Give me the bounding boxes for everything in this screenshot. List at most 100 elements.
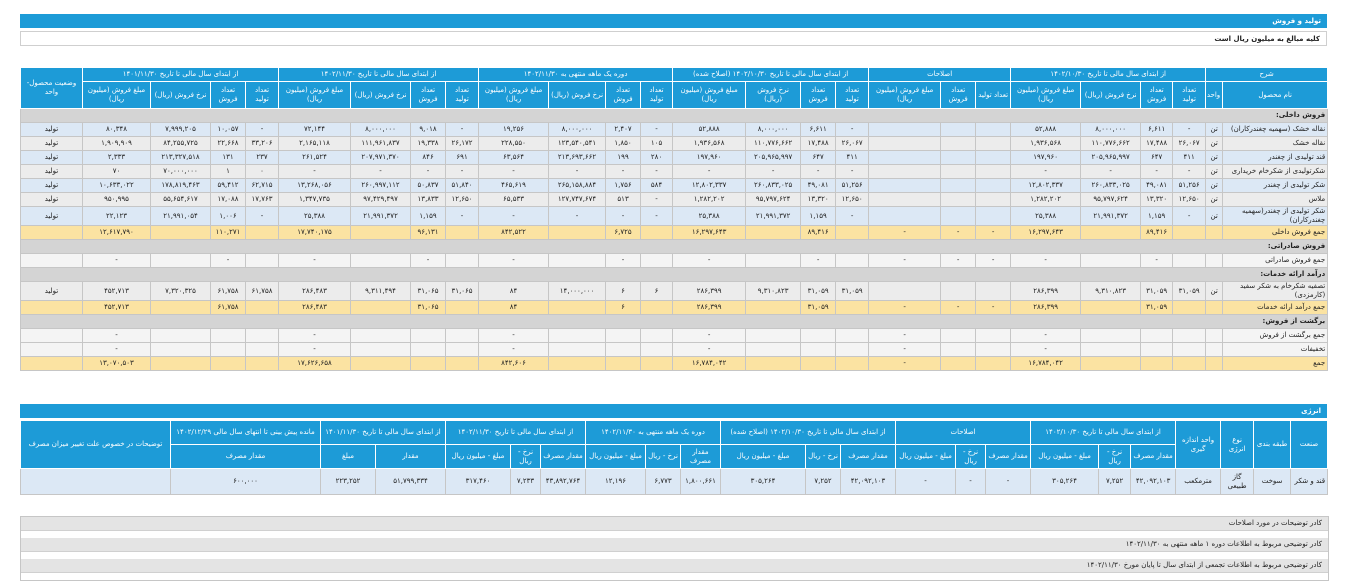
cell bbox=[745, 253, 802, 268]
cell bbox=[975, 192, 1012, 207]
cell: ۴۹,۰۸۱ bbox=[1140, 178, 1174, 193]
cell: ۲۱۳,۳۲۷,۵۱۸ bbox=[150, 150, 212, 165]
cell bbox=[1080, 328, 1142, 343]
cell: ۲۶۰,۸۳۳,۰۲۵ bbox=[1080, 178, 1142, 193]
cell bbox=[975, 122, 1012, 137]
cell bbox=[940, 164, 977, 179]
header-row: نام محصول واحد تعداد تولید تعداد فروش نرخ فر… bbox=[21, 81, 1329, 109]
cell: - bbox=[478, 328, 550, 343]
column-header: نرخ فروش (ریال) bbox=[745, 81, 802, 109]
cell: جمع برگشت از فروش bbox=[1222, 328, 1329, 343]
cell bbox=[868, 122, 942, 137]
cell: ۴۱۱ bbox=[835, 150, 870, 165]
group-header: از ابتدای سال مالی تا تاریخ ۱۴۰۲/۱۰/۳۰ bbox=[1010, 67, 1207, 82]
cell: - bbox=[1010, 328, 1082, 343]
column-header: واحد bbox=[1205, 81, 1224, 109]
cell: - bbox=[672, 342, 747, 357]
cell bbox=[548, 356, 607, 371]
cell bbox=[1140, 356, 1174, 371]
column-header: مبلغ - میلیون ریال bbox=[720, 444, 807, 469]
cell: ۳۱,۰۶۵ bbox=[410, 300, 447, 315]
cell bbox=[1205, 342, 1224, 357]
cell: تصفیه شکرخام به شکر سفید (کارمزدی) bbox=[1222, 281, 1329, 301]
cell: ۸,۰۰۰,۰۰۰ bbox=[745, 122, 802, 137]
column-header: مبلغ فروش (میلیون ریال) bbox=[672, 81, 747, 109]
group-header: اصلاحات bbox=[868, 67, 1012, 82]
cell: ۳۰۵,۲۶۴ bbox=[1030, 468, 1100, 495]
cell: - bbox=[1010, 164, 1082, 179]
cell: ۷,۲۵۲ bbox=[805, 468, 842, 495]
cell: فروش صادراتی: bbox=[19, 239, 1329, 254]
group-header: شرح bbox=[1205, 67, 1329, 82]
cell: تولید bbox=[20, 192, 83, 207]
cell: ۱۹۹ bbox=[605, 150, 642, 165]
cell bbox=[150, 225, 212, 240]
cell: برگشت از فروش: bbox=[19, 314, 1329, 329]
group-header: از ابتدای سال مالی تا تاریخ ۱۴۰۲/۱۰/۳۰ bbox=[1030, 420, 1177, 445]
column-header: مبلغ - میلیون ریال bbox=[895, 444, 957, 469]
cell: - bbox=[1010, 253, 1082, 268]
cell bbox=[640, 342, 674, 357]
cell: ۱۹۷,۹۶۰ bbox=[672, 150, 747, 165]
cell: ۱۱۰,۷۷۶,۶۶۲ bbox=[745, 136, 802, 151]
cell: ۶,۶۱۱ bbox=[800, 122, 837, 137]
cell: - bbox=[278, 253, 352, 268]
cell: ۱۲,۶۱۷,۷۹۰ bbox=[81, 225, 152, 240]
column-header: مقدار مصرف bbox=[170, 444, 321, 469]
cell bbox=[975, 328, 1012, 343]
cell: ۳۱۷,۴۶۰ bbox=[444, 468, 512, 495]
column-header: مبلغ - میلیون ریال bbox=[444, 444, 512, 469]
cell: - bbox=[1172, 164, 1207, 179]
cell: تن bbox=[1205, 206, 1224, 226]
cell: ۸,۰۰۰,۰۰۰ bbox=[548, 122, 607, 137]
cell bbox=[445, 225, 480, 240]
cell: ۵۹,۴۱۲ bbox=[210, 178, 247, 193]
note: کلیه مبالغ به میلیون ریال است bbox=[20, 31, 1327, 46]
cell bbox=[1172, 225, 1207, 240]
cell: ۲۱,۹۹۱,۳۷۲ bbox=[1080, 206, 1142, 226]
cell: ۳۰۵,۲۶۴ bbox=[720, 468, 807, 495]
cell: ۱۳,۳۲۰ bbox=[1140, 192, 1174, 207]
cell: ۵۰,۸۳۷ bbox=[410, 178, 447, 193]
cell: ۵۱,۲۵۶ bbox=[835, 178, 870, 193]
cell bbox=[20, 300, 83, 315]
cell: تولید bbox=[20, 281, 83, 301]
section-title: تولید و فروش bbox=[20, 14, 1327, 28]
cell: ۲۸۶,۴۸۳ bbox=[278, 300, 352, 315]
cell bbox=[548, 342, 607, 357]
cell: - bbox=[940, 225, 977, 240]
cell: جمع فروش صادراتی bbox=[1222, 253, 1329, 268]
cell bbox=[640, 356, 674, 371]
cell: ۰ bbox=[245, 164, 280, 179]
column-header: تعداد تولید bbox=[1172, 81, 1207, 109]
cell: - bbox=[1140, 253, 1174, 268]
cell: ۲۲,۱۲۳ bbox=[81, 206, 152, 226]
cell bbox=[150, 253, 212, 268]
cell: - bbox=[868, 225, 942, 240]
cell: ۱۹۷,۹۶۰ bbox=[1010, 150, 1082, 165]
cell: ۸,۰۰۰,۰۰۰ bbox=[1080, 122, 1142, 137]
cell: ۲۲۸,۵۵۰ bbox=[478, 136, 550, 151]
group-header: از ابتدای سال مالی تا تاریخ ۱۴۰۲/۱۰/۳۰ (… bbox=[720, 420, 897, 445]
cell bbox=[350, 253, 412, 268]
cell: ۱۷۸,۸۱۹,۴۶۳ bbox=[150, 178, 212, 193]
cell bbox=[150, 300, 212, 315]
cell: ۲۵,۳۸۸ bbox=[1010, 206, 1082, 226]
cell: ۲۸۶,۴۸۳ bbox=[278, 281, 352, 301]
cell: - bbox=[800, 253, 837, 268]
table-head: صنعت طبقه بندی نوع انرژی واحد اندازه گیری از… bbox=[20, 420, 1329, 469]
cell: ۳۳,۲۰۶ bbox=[245, 136, 280, 151]
cell: ۶۰۰,۰۰۰ bbox=[170, 468, 321, 495]
cell bbox=[1140, 328, 1174, 343]
cell: - bbox=[478, 342, 550, 357]
cell: ۱۰,۰۵۷ bbox=[210, 122, 247, 137]
cell bbox=[1172, 300, 1207, 315]
group-header: مانده پیش بینی تا انتهای سال مالی ۱۴۰۲/۱… bbox=[170, 420, 321, 445]
cell bbox=[150, 328, 212, 343]
cell: ۷۰ bbox=[81, 164, 152, 179]
cell bbox=[245, 300, 280, 315]
cell bbox=[445, 356, 480, 371]
cell: - bbox=[245, 122, 280, 137]
